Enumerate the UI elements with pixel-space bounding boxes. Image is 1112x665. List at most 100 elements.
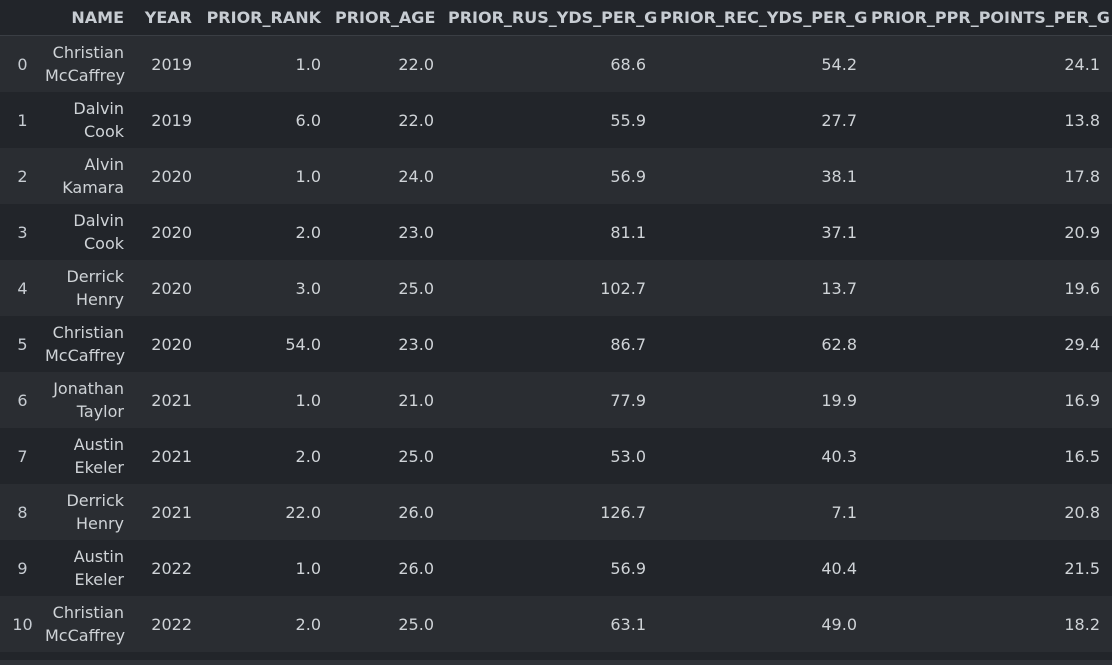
cell-prior-ppr-points-per-g: 13.8 xyxy=(871,92,1112,148)
cell-year: 2020 xyxy=(138,260,206,316)
cell-prior-ppr-points-per-g: 21.5 xyxy=(871,540,1112,596)
cell-prior-rank: 3.0 xyxy=(206,260,335,316)
name-first: Derrick xyxy=(66,267,124,286)
name-first: Austin xyxy=(73,435,124,454)
table-row: 8 Derrick Henry 2021 22.0 26.0 126.7 7.1 20.8 xyxy=(0,484,1112,540)
cell-year: 2020 xyxy=(138,204,206,260)
table-row: 5 Christian McCaffrey 2020 54.0 23.0 86.7 62.8 2… xyxy=(0,316,1112,372)
cell-year: 2022 xyxy=(138,540,206,596)
cell-prior-rus-yds-per-g: 68.6 xyxy=(448,35,660,92)
table-row: 6 Jonathan Taylor 2021 1.0 21.0 77.9 19.9 16.9 xyxy=(0,372,1112,428)
row-index: 2 xyxy=(0,148,45,204)
row-index: 1 xyxy=(0,92,45,148)
cell-prior-rec-yds-per-g: 40.4 xyxy=(660,540,871,596)
name-last: Ekeler xyxy=(74,458,124,477)
cell-prior-rank: 2.0 xyxy=(206,596,335,652)
name-first: Austin xyxy=(73,547,124,566)
cell-year: 2022 xyxy=(138,596,206,652)
cell-prior-age: 23.0 xyxy=(335,204,448,260)
cell-prior-rus-yds-per-g: 56.9 xyxy=(448,540,660,596)
row-index: 7 xyxy=(0,428,45,484)
cell-name: Christian McCaffrey xyxy=(45,316,138,372)
cell-prior-ppr-points-per-g: 19.6 xyxy=(871,260,1112,316)
cell-prior-rec-yds-per-g: 38.1 xyxy=(660,148,871,204)
cell-prior-age: 25.0 xyxy=(335,428,448,484)
name-first: Dalvin xyxy=(73,211,124,230)
cell-prior-rank: 54.0 xyxy=(206,316,335,372)
cell-name: Alvin Kamara xyxy=(45,148,138,204)
cell-prior-rank: 1.0 xyxy=(206,148,335,204)
cell-prior-rus-yds-per-g: 55.9 xyxy=(448,92,660,148)
cell-name: Christian McCaffrey xyxy=(45,35,138,92)
row-index: 10 xyxy=(0,596,45,652)
cell-prior-rec-yds-per-g: 54.2 xyxy=(660,35,871,92)
name-last: McCaffrey xyxy=(45,346,126,365)
name-last: McCaffrey xyxy=(45,66,126,85)
table-header: NAME YEAR PRIOR_RANK PRIOR_AGE PRIOR_RUS… xyxy=(0,0,1112,36)
table-row: 2 Alvin Kamara 2020 1.0 24.0 56.9 38.1 17.8 xyxy=(0,148,1112,204)
cell-prior-age: 22.0 xyxy=(335,35,448,92)
column-header-name: NAME xyxy=(45,0,138,36)
cell-prior-rank: 2.0 xyxy=(206,204,335,260)
cell-year: 2020 xyxy=(138,316,206,372)
cell-prior-rec-yds-per-g: 49.0 xyxy=(660,596,871,652)
cell-prior-rank: 1.0 xyxy=(206,540,335,596)
table-row: 10 Christian McCaffrey 2022 2.0 25.0 63.1 49.0 1… xyxy=(0,596,1112,652)
cell-prior-rec-yds-per-g: 62.8 xyxy=(660,316,871,372)
output-bottom-border xyxy=(0,660,1112,665)
cell-prior-ppr-points-per-g: 29.4 xyxy=(871,316,1112,372)
table-row: 3 Dalvin Cook 2020 2.0 23.0 81.1 37.1 20.9 xyxy=(0,204,1112,260)
cell-prior-age: 23.0 xyxy=(335,316,448,372)
row-index: 8 xyxy=(0,484,45,540)
row-index: 9 xyxy=(0,540,45,596)
name-first: Alvin xyxy=(84,155,124,174)
cell-prior-rank: 6.0 xyxy=(206,92,335,148)
cell-year: 2020 xyxy=(138,148,206,204)
cell-prior-age: 21.0 xyxy=(335,372,448,428)
name-last: McCaffrey xyxy=(45,626,126,645)
name-last: Cook xyxy=(83,122,124,141)
name-last: Henry xyxy=(75,290,124,309)
cell-prior-ppr-points-per-g: 24.1 xyxy=(871,35,1112,92)
name-first: Christian xyxy=(52,43,124,62)
cell-year: 2021 xyxy=(138,428,206,484)
column-header-prior-rus-yds-per-g: PRIOR_RUS_YDS_PER_G xyxy=(448,0,660,36)
table-row: 9 Austin Ekeler 2022 1.0 26.0 56.9 40.4 21.5 xyxy=(0,540,1112,596)
cell-prior-ppr-points-per-g: 18.2 xyxy=(871,596,1112,652)
row-index: 5 xyxy=(0,316,45,372)
cell-name: Austin Ekeler xyxy=(45,540,138,596)
table-row: 0 Christian McCaffrey 2019 1.0 22.0 68.6 54.2 24… xyxy=(0,35,1112,92)
cell-prior-ppr-points-per-g: 20.9 xyxy=(871,204,1112,260)
cell-name: Derrick Henry xyxy=(45,484,138,540)
cell-prior-age: 25.0 xyxy=(335,260,448,316)
cell-prior-age: 22.0 xyxy=(335,92,448,148)
cell-prior-rus-yds-per-g: 126.7 xyxy=(448,484,660,540)
cell-name: Austin Ekeler xyxy=(45,428,138,484)
cell-prior-rec-yds-per-g: 27.7 xyxy=(660,92,871,148)
table-row: 1 Dalvin Cook 2019 6.0 22.0 55.9 27.7 13.8 xyxy=(0,92,1112,148)
name-last: Taylor xyxy=(76,402,124,421)
name-first: Jonathan xyxy=(53,379,124,398)
cell-prior-rus-yds-per-g: 81.1 xyxy=(448,204,660,260)
cell-prior-rank: 2.0 xyxy=(206,428,335,484)
cell-prior-age: 24.0 xyxy=(335,148,448,204)
cell-prior-rank: 1.0 xyxy=(206,35,335,92)
cell-prior-rec-yds-per-g: 40.3 xyxy=(660,428,871,484)
cell-prior-rus-yds-per-g: 102.7 xyxy=(448,260,660,316)
cell-prior-age: 26.0 xyxy=(335,484,448,540)
table-body: 0 Christian McCaffrey 2019 1.0 22.0 68.6 54.2 24… xyxy=(0,35,1112,652)
cell-prior-rank: 22.0 xyxy=(206,484,335,540)
name-first: Christian xyxy=(52,323,124,342)
row-index: 6 xyxy=(0,372,45,428)
column-header-prior-ppr-points-per-g: PRIOR_PPR_POINTS_PER_G xyxy=(871,0,1112,36)
cell-prior-rec-yds-per-g: 13.7 xyxy=(660,260,871,316)
cell-name: Jonathan Taylor xyxy=(45,372,138,428)
cell-year: 2019 xyxy=(138,92,206,148)
cell-prior-rus-yds-per-g: 53.0 xyxy=(448,428,660,484)
column-header-prior-age: PRIOR_AGE xyxy=(335,0,448,36)
cell-prior-rus-yds-per-g: 56.9 xyxy=(448,148,660,204)
header-row: NAME YEAR PRIOR_RANK PRIOR_AGE PRIOR_RUS… xyxy=(0,0,1112,36)
row-index: 4 xyxy=(0,260,45,316)
